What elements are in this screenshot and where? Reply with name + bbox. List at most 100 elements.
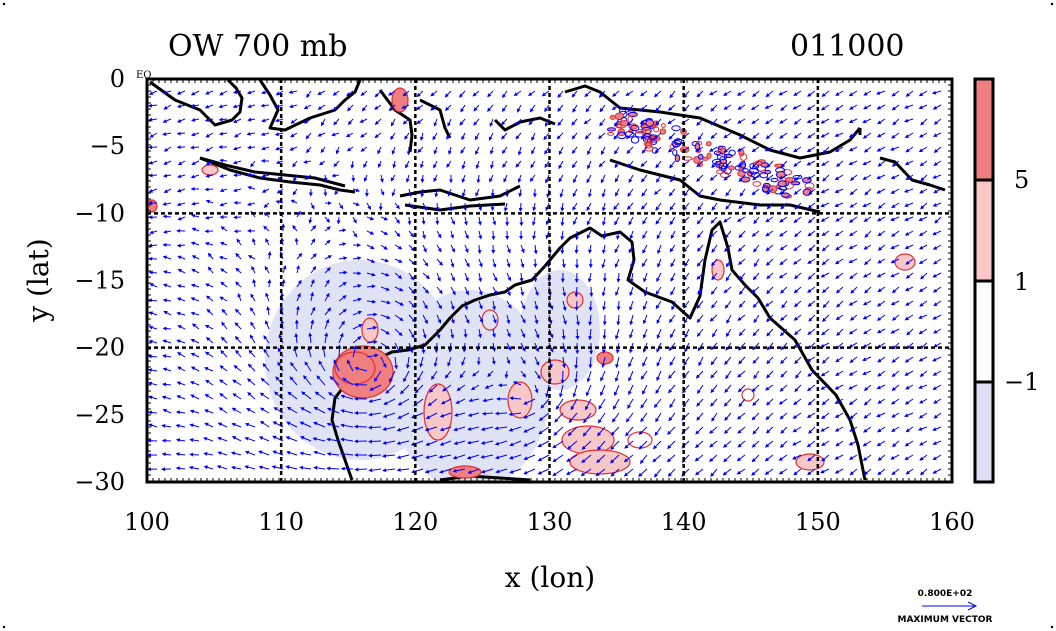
wind-vector: [806, 104, 816, 111]
vector-scale-caption: MAXIMUM VECTOR: [897, 615, 992, 625]
wind-vector: [794, 202, 802, 210]
wind-vector: [374, 118, 382, 125]
wind-vector: [204, 187, 214, 192]
wind-vector: [560, 216, 565, 227]
colorbar-label-1: 1: [1014, 268, 1029, 296]
wind-vector: [628, 244, 634, 254]
wind-vector: [584, 132, 592, 140]
wind-vector: [190, 213, 200, 218]
wind-vector: [670, 258, 676, 268]
wind-vector: [835, 230, 844, 237]
wind-vector: [420, 160, 424, 169]
wind-vector: [232, 188, 242, 193]
wind-vector: [848, 244, 858, 250]
wind-vector: [822, 146, 830, 154]
wind-vector: [849, 202, 858, 208]
wind-vector: [655, 202, 662, 211]
wind-vector: [779, 216, 788, 223]
convection-cell: [728, 165, 735, 171]
wind-vector: [274, 132, 284, 136]
wind-vector: [573, 216, 578, 226]
wind-vector: [368, 453, 382, 458]
wind-vector: [655, 216, 662, 225]
wind-vector: [806, 118, 816, 124]
wind-vector: [628, 174, 634, 184]
wind-vector: [338, 242, 347, 247]
wind-vector: [571, 132, 578, 140]
wind-vector: [934, 216, 942, 224]
wind-vector: [919, 132, 928, 138]
wind-vector: [267, 251, 272, 260]
wind-vector: [391, 146, 396, 155]
wind-vector: [292, 188, 298, 196]
wind-vector: [807, 216, 816, 224]
wind-vector: [904, 230, 914, 236]
wind-vector: [489, 174, 494, 183]
wind-vector: [436, 258, 443, 266]
wind-vector: [447, 118, 452, 127]
wind-vector: [752, 90, 760, 98]
wind-vector: [737, 160, 746, 168]
wind-vector: [346, 146, 354, 152]
wind-vector: [163, 188, 172, 193]
wind-vector: [753, 202, 760, 210]
wind-vector: [877, 244, 886, 251]
wind-vector: [710, 188, 718, 196]
wind-vector: [459, 90, 466, 98]
wind-vector: [506, 258, 511, 268]
wind-vector: [275, 200, 284, 204]
wind-vector: [219, 241, 228, 246]
wind-vector: [849, 230, 858, 237]
wind-vector: [820, 216, 830, 222]
wind-vector: [835, 104, 844, 111]
wind-vector: [177, 216, 186, 221]
wind-vector: [613, 202, 620, 211]
wind-vector: [407, 216, 412, 226]
wind-vector: [876, 132, 886, 138]
wind-vector: [628, 216, 634, 226]
wind-vector: [572, 202, 578, 211]
wind-vector: [446, 160, 452, 168]
wind-vector: [890, 188, 900, 194]
wind-vector: [765, 132, 774, 140]
wind-vector: [352, 230, 358, 238]
wind-vector: [629, 230, 634, 240]
wind-vector: [918, 90, 928, 97]
wind-vector: [460, 104, 466, 113]
wind-vector: [835, 146, 844, 153]
wind-vector: [793, 132, 802, 139]
wind-vector: [191, 227, 200, 232]
wind-vector: [585, 104, 592, 113]
wind-vector: [402, 90, 410, 97]
wind-vector: [545, 118, 550, 127]
wind-vector: [531, 146, 536, 155]
wind-vector: [338, 202, 344, 210]
wind-vector: [402, 118, 410, 125]
wind-vector: [419, 132, 424, 141]
convection-cell: [739, 153, 748, 161]
wind-vector: [738, 202, 746, 209]
wind-vector: [218, 131, 228, 136]
wind-vector: [533, 244, 538, 255]
wind-vector: [933, 160, 942, 166]
wind-vector: [890, 146, 900, 151]
wind-vector: [275, 160, 284, 165]
wind-vector: [711, 160, 718, 169]
wind-vector: [247, 202, 256, 207]
wind-vector: [848, 90, 858, 97]
wind-vector: [614, 244, 620, 254]
wind-vector: [669, 216, 676, 226]
wind-vector: [177, 160, 186, 166]
wind-vector: [793, 118, 802, 125]
wind-vector: [303, 159, 312, 164]
wind-vector: [267, 279, 272, 288]
wind-vector: [444, 90, 452, 98]
coastlines: [149, 79, 946, 482]
wind-vector: [420, 188, 425, 198]
wind-vector: [616, 300, 621, 311]
wind-vector: [561, 258, 566, 269]
wind-vector: [765, 244, 774, 252]
wind-vector: [836, 160, 844, 167]
wind-vector: [920, 118, 928, 126]
wind-vector: [891, 160, 900, 167]
